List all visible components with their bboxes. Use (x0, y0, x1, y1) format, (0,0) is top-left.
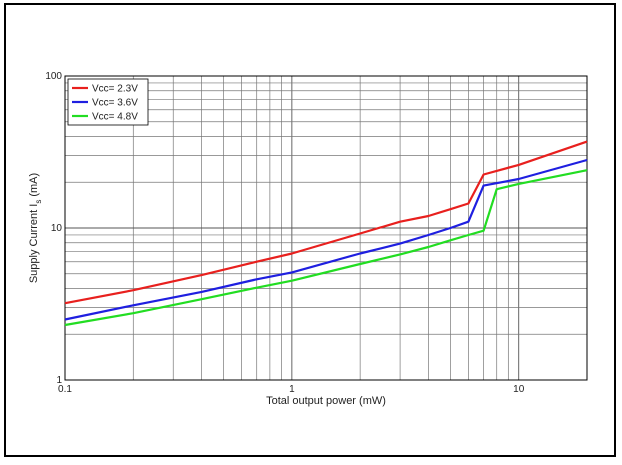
series-line-1 (64, 140, 588, 305)
y-axis-title-unit: (mA) (28, 173, 40, 197)
series-line-2 (64, 158, 588, 321)
figure-frame (4, 3, 616, 457)
legend-label-2: Vcc= 3.6V (92, 98, 138, 109)
grid-layer (64, 76, 588, 381)
y-axis-title-subscript: s (34, 200, 43, 204)
series-line-3 (64, 169, 588, 327)
y-tick-label: 100 (45, 71, 62, 82)
legend: Vcc= 2.3V Vcc= 3.6V Vcc= 4.8V (67, 78, 149, 126)
y-tick-label: 10 (51, 223, 63, 234)
x-tick-label: 1 (289, 384, 295, 395)
legend-label-1: Vcc= 2.3V (92, 84, 138, 95)
series-layer (64, 140, 588, 327)
x-tick-label: 0.1 (58, 384, 72, 395)
x-axis-title: Total output power (mW) (266, 395, 386, 407)
legend-label-3: Vcc= 4.8V (92, 112, 138, 123)
y-axis-title: Supply Current Is (mA) (28, 173, 43, 283)
y-axis-title-main: Supply Current I (28, 204, 40, 283)
x-tick-label: 10 (513, 384, 525, 395)
plot-border (64, 75, 588, 381)
y-tick-label: 1 (56, 375, 62, 386)
